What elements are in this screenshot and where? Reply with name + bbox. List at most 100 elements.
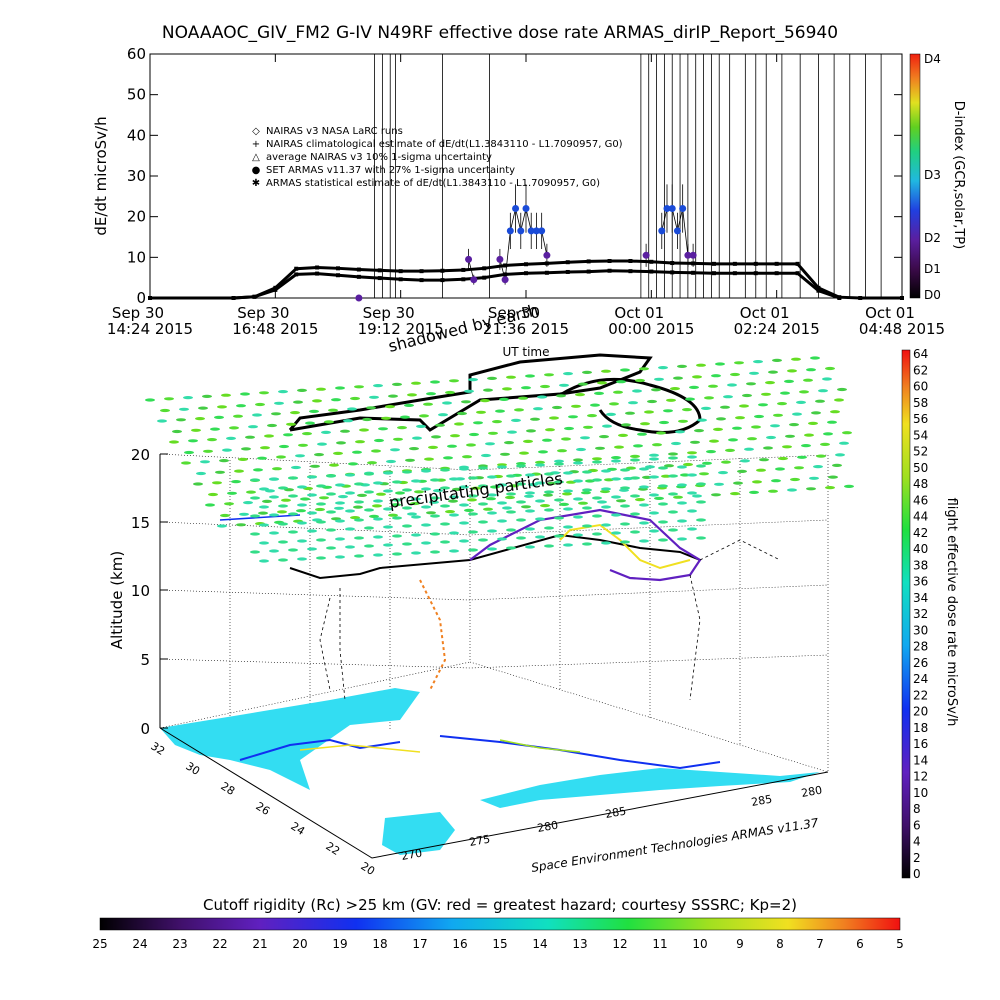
latitude-tick-label: 28 xyxy=(218,780,237,798)
particle xyxy=(790,477,800,482)
particle xyxy=(383,525,393,529)
particle xyxy=(234,469,244,473)
particle xyxy=(316,520,326,524)
armas-point xyxy=(522,205,530,213)
particle xyxy=(487,529,497,533)
particle xyxy=(466,443,476,447)
particle xyxy=(295,454,305,458)
legend-symbol: ◇ xyxy=(252,126,260,137)
particle xyxy=(440,468,450,472)
particle xyxy=(620,486,630,490)
particle xyxy=(704,396,714,400)
particle xyxy=(673,495,683,499)
altitude-tick-label: 10 xyxy=(131,582,150,600)
particle xyxy=(611,459,621,463)
data-point xyxy=(732,271,737,276)
particle xyxy=(658,520,668,524)
particle xyxy=(535,460,545,464)
particle xyxy=(405,458,415,462)
data-point xyxy=(377,276,382,281)
legend-label: NAIRAS v3 NASA LaRC runs xyxy=(266,126,403,137)
particle xyxy=(791,357,801,361)
legend-symbol: ● xyxy=(252,165,261,176)
particle xyxy=(506,474,516,478)
particle xyxy=(449,549,459,553)
particle xyxy=(335,501,345,505)
particle xyxy=(752,480,762,484)
map-floor xyxy=(160,688,820,855)
particle xyxy=(471,486,481,490)
particle xyxy=(236,404,246,408)
dose-rate-tick: 44 xyxy=(913,510,928,524)
particle xyxy=(404,403,414,407)
particle xyxy=(616,499,626,503)
particle xyxy=(692,375,702,379)
data-point xyxy=(503,263,508,268)
data-point xyxy=(377,268,382,273)
data-point xyxy=(732,261,737,266)
particle xyxy=(535,535,545,539)
particle xyxy=(440,504,450,508)
x-tick-label-time: 21:36 2015 xyxy=(483,320,569,338)
data-point xyxy=(837,296,842,300)
data-point xyxy=(753,271,758,276)
particle xyxy=(692,494,702,498)
particle xyxy=(250,478,260,482)
particle xyxy=(737,469,747,473)
particle xyxy=(744,447,754,451)
cutoff-rigidity-tick: 12 xyxy=(612,937,627,951)
particle xyxy=(333,451,343,455)
dose-rate-tick: 46 xyxy=(913,493,928,507)
particle xyxy=(601,541,611,545)
particle xyxy=(464,508,474,512)
particle xyxy=(369,395,379,399)
particle xyxy=(563,471,573,475)
data-point xyxy=(440,268,445,273)
altitude-tick-label: 0 xyxy=(140,720,150,738)
particle xyxy=(582,542,592,546)
longitude-tick-label: 280 xyxy=(536,819,559,835)
armas-point xyxy=(668,205,676,213)
particle xyxy=(654,496,664,500)
dose-rate-tick: 58 xyxy=(913,396,928,410)
particle xyxy=(514,408,524,412)
longitude-tick-label: 270 xyxy=(400,847,423,863)
particle xyxy=(613,390,623,394)
armas-connector xyxy=(682,208,689,256)
data-point xyxy=(503,272,508,277)
particle xyxy=(286,422,296,426)
particle xyxy=(727,383,737,387)
particle xyxy=(654,377,664,381)
particle xyxy=(307,493,317,497)
particle xyxy=(445,390,455,395)
particle xyxy=(614,445,624,449)
longitude-tick-label: 280 xyxy=(800,784,823,800)
dose-rate-tick: 30 xyxy=(913,623,928,637)
particle xyxy=(445,510,455,514)
particle xyxy=(393,437,403,441)
particle xyxy=(635,378,645,383)
particle xyxy=(639,521,649,525)
cutoff-rigidity-tick: 5 xyxy=(896,937,904,951)
particle xyxy=(443,456,453,460)
data-point xyxy=(670,261,675,266)
particle xyxy=(278,558,288,562)
particle xyxy=(222,448,232,452)
x-tick-label-time: 04:48 2015 xyxy=(859,320,945,338)
particle xyxy=(459,503,469,507)
particle xyxy=(236,523,246,527)
particle xyxy=(345,509,355,513)
particle xyxy=(763,446,773,450)
x-tick-label-date: Sep 30 xyxy=(237,304,289,322)
particle xyxy=(537,395,547,399)
armas-point xyxy=(527,227,535,235)
particle xyxy=(459,521,469,525)
particle xyxy=(689,385,699,389)
series-group xyxy=(148,184,904,302)
particle xyxy=(478,502,488,506)
particle xyxy=(597,381,607,385)
particle xyxy=(773,413,783,417)
particle xyxy=(373,517,383,521)
particle xyxy=(696,482,706,486)
armas-connector xyxy=(677,208,684,231)
